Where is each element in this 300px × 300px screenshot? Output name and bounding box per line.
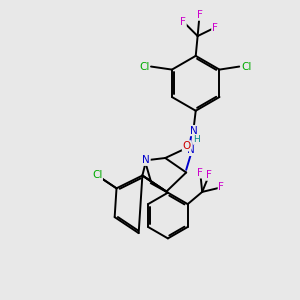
Text: Cl: Cl — [139, 61, 149, 71]
Text: F: F — [180, 16, 186, 27]
Text: F: F — [197, 168, 203, 178]
Text: F: F — [218, 182, 224, 192]
Text: H: H — [193, 135, 200, 144]
Text: N: N — [187, 146, 195, 155]
Text: N: N — [142, 155, 150, 165]
Text: Cl: Cl — [92, 170, 102, 180]
Text: F: F — [206, 170, 212, 180]
Text: F: F — [212, 23, 218, 33]
Text: N: N — [190, 126, 198, 136]
Text: Cl: Cl — [241, 61, 251, 71]
Text: F: F — [196, 10, 202, 20]
Text: O: O — [182, 141, 191, 151]
